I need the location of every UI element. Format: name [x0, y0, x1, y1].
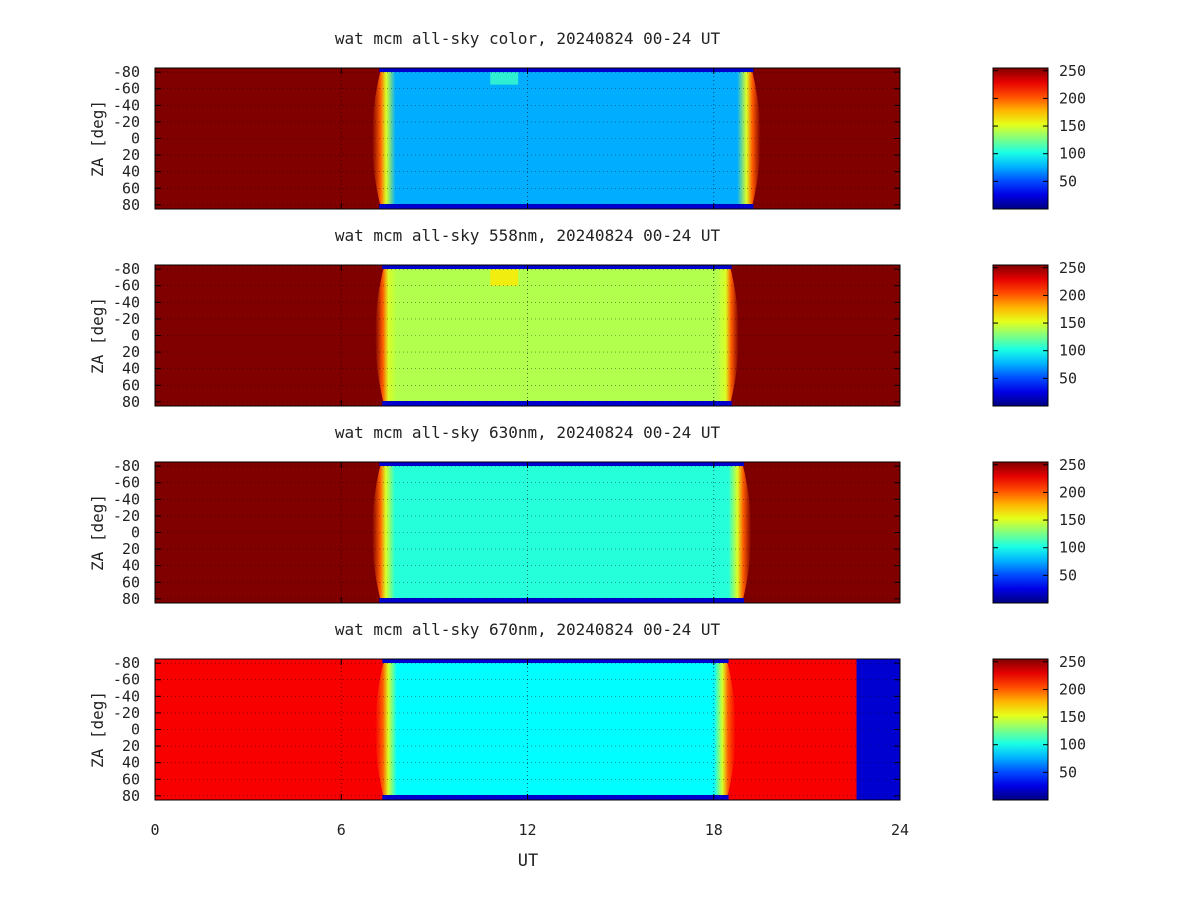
panel-title: wat mcm all-sky color, 20240824 00-24 UT: [335, 29, 721, 48]
heatmap-area: [155, 462, 900, 603]
y-tick-label: 60: [122, 770, 140, 788]
panel-3: wat mcm all-sky 630nm, 20240824 00-24 UT…: [88, 423, 1086, 608]
y-tick-label: -80: [113, 654, 140, 672]
panel-4: wat mcm all-sky 670nm, 20240824 00-24 UT…: [88, 620, 1086, 839]
colorbar-tick-label: 50: [1059, 172, 1077, 190]
panel-title: wat mcm all-sky 558nm, 20240824 00-24 UT: [335, 226, 721, 245]
x-tick-label: 6: [337, 821, 346, 839]
heatmap-area: [155, 265, 900, 406]
colorbar-tick-label: 150: [1059, 511, 1086, 529]
y-axis-label: ZA [deg]: [88, 691, 107, 768]
y-tick-label: 20: [122, 737, 140, 755]
y-tick-label: 0: [131, 721, 140, 739]
horizon-rim-top: [379, 68, 754, 72]
heatmap-area: [155, 68, 900, 209]
colorbar: 50 100 150 200 250: [992, 259, 1086, 407]
y-tick-label: 0: [131, 130, 140, 148]
y-tick-label: -20: [113, 113, 140, 131]
panel-1: wat mcm all-sky color, 20240824 00-24 UT…: [88, 29, 1086, 214]
y-axis-label: ZA [deg]: [88, 494, 107, 571]
panel-title: wat mcm all-sky 670nm, 20240824 00-24 UT: [335, 620, 721, 639]
feature-patch: [490, 72, 519, 85]
feature-patch: [490, 269, 519, 286]
y-tick-label: 40: [122, 360, 140, 378]
y-tick-label: 40: [122, 557, 140, 575]
y-tick-label: -40: [113, 687, 140, 705]
y-tick-label: -40: [113, 293, 140, 311]
y-tick-label: 80: [122, 590, 140, 608]
colorbar-tick-label: 200: [1059, 286, 1086, 304]
horizon-rim-top: [379, 462, 745, 466]
colorbar-tick-label: 150: [1059, 117, 1086, 135]
y-tick-label: 0: [131, 327, 140, 345]
y-tick-label: -60: [113, 277, 140, 295]
colorbar-tick-label: 200: [1059, 680, 1086, 698]
y-tick-label: -40: [113, 96, 140, 114]
colorbar-tick-label: 50: [1059, 566, 1077, 584]
y-tick-label: 20: [122, 146, 140, 164]
y-tick-label: 20: [122, 343, 140, 361]
colorbar-tick-label: 150: [1059, 314, 1086, 332]
horizon-rim-top: [382, 659, 729, 663]
panel-2: wat mcm all-sky 558nm, 20240824 00-24 UT…: [88, 226, 1086, 411]
colorbar-tick-label: 200: [1059, 483, 1086, 501]
y-tick-label: 0: [131, 524, 140, 542]
y-tick-label: 60: [122, 573, 140, 591]
y-tick-label: 60: [122, 179, 140, 197]
colorbar-tick-label: 100: [1059, 539, 1086, 557]
y-tick-label: -60: [113, 671, 140, 689]
x-tick-label: 12: [518, 821, 536, 839]
panels: wat mcm all-sky color, 20240824 00-24 UT…: [88, 29, 1086, 839]
y-axis-label: ZA [deg]: [88, 297, 107, 374]
y-tick-label: -40: [113, 490, 140, 508]
horizon-rim-bottom: [382, 795, 729, 800]
y-tick-label: 40: [122, 754, 140, 772]
colorbar-tick-label: 250: [1059, 62, 1086, 80]
horizon-rim-bottom: [382, 401, 732, 406]
y-tick-label: -20: [113, 507, 140, 525]
x-tick-label: 0: [150, 821, 159, 839]
y-tick-label: -80: [113, 260, 140, 278]
colorbar-tick-label: 100: [1059, 342, 1086, 360]
y-tick-label: -80: [113, 63, 140, 81]
day-region: [372, 68, 761, 209]
grid: [155, 462, 900, 603]
y-tick-label: -20: [113, 704, 140, 722]
day-region: [375, 265, 739, 406]
colorbar: 50 100 150 200 250: [992, 62, 1086, 210]
y-tick-label: -80: [113, 457, 140, 475]
y-tick-label: -20: [113, 310, 140, 328]
horizon-rim-bottom: [379, 598, 745, 603]
y-tick-label: 80: [122, 196, 140, 214]
y-tick-label: -60: [113, 474, 140, 492]
x-axis-label: UT: [518, 851, 538, 871]
panel-title: wat mcm all-sky 630nm, 20240824 00-24 UT: [335, 423, 721, 442]
heatmap-area: [155, 659, 900, 800]
colorbar-tick-label: 250: [1059, 259, 1086, 277]
colorbar-tick-label: 50: [1059, 369, 1077, 387]
y-tick-label: 20: [122, 540, 140, 558]
horizon-rim-bottom: [379, 204, 754, 209]
y-tick-label: 80: [122, 393, 140, 411]
y-tick-label: 80: [122, 787, 140, 805]
x-tick-label: 18: [705, 821, 723, 839]
y-axis-label: ZA [deg]: [88, 100, 107, 177]
y-tick-label: -60: [113, 80, 140, 98]
colorbar-tick-label: 250: [1059, 653, 1086, 671]
x-tick-label: 24: [891, 821, 909, 839]
colorbar-tick-label: 50: [1059, 763, 1077, 781]
colorbar-tick-label: 100: [1059, 736, 1086, 754]
colorbar-tick-label: 200: [1059, 89, 1086, 107]
y-tick-label: 60: [122, 376, 140, 394]
colorbar: 50 100 150 200 250: [992, 456, 1086, 604]
colorbar-tick-label: 100: [1059, 145, 1086, 163]
colorbar: 50 100 150 200 250: [992, 653, 1086, 801]
colorbar-tick-label: 150: [1059, 708, 1086, 726]
grid: [155, 68, 900, 209]
y-tick-label: 40: [122, 163, 140, 181]
colorbar-tick-label: 250: [1059, 456, 1086, 474]
horizon-rim-top: [382, 265, 732, 269]
day-region: [372, 462, 752, 603]
